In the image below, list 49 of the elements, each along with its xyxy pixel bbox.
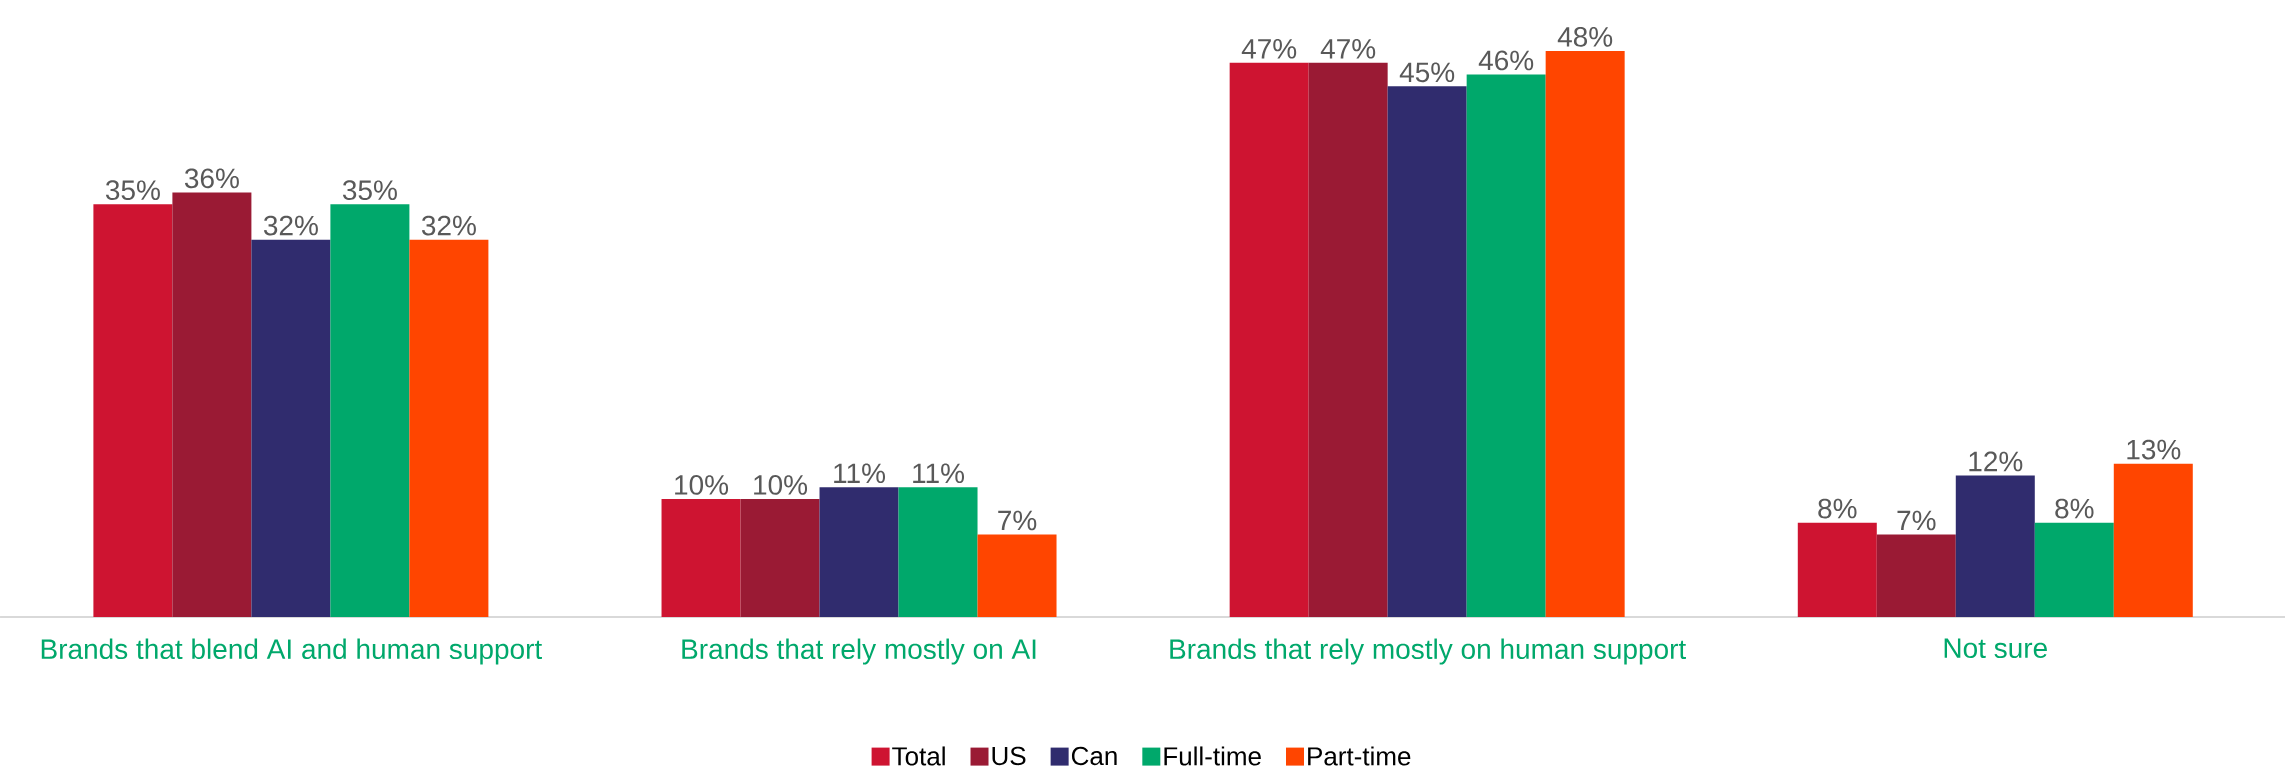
legend-label: Total <box>892 746 945 766</box>
data-label: 46% <box>1478 50 1534 71</box>
data-label: 8% <box>2055 498 2094 519</box>
data-label: 47% <box>1320 38 1376 59</box>
bar <box>409 239 489 617</box>
data-label: 7% <box>998 510 1037 531</box>
bar <box>2113 463 2193 617</box>
bar <box>1466 74 1546 617</box>
legend-label: Full-time <box>1164 746 1261 766</box>
bar <box>251 239 331 617</box>
legend-label: Can <box>1071 746 1117 766</box>
data-label: 32% <box>421 215 476 236</box>
legend-label: Part-time <box>1308 746 1411 766</box>
data-label: 32% <box>263 215 318 236</box>
legend-label: US <box>992 746 1026 766</box>
data-label: 45% <box>1399 62 1455 83</box>
bar <box>1545 50 1625 617</box>
bar <box>1955 475 2035 617</box>
bar <box>1308 62 1388 617</box>
data-label: 10% <box>754 475 808 495</box>
bar <box>93 204 173 617</box>
bar <box>330 204 410 617</box>
bar <box>2034 522 2114 617</box>
data-label: 48% <box>1557 26 1613 47</box>
bar <box>661 499 741 617</box>
x-tick-label: Brands that rely mostly on human support <box>1170 638 1687 665</box>
bar <box>1229 62 1309 617</box>
data-label: 35% <box>105 180 160 201</box>
data-label: 36% <box>184 168 239 189</box>
bar <box>977 534 1057 617</box>
x-tick-label: Not sure <box>1944 638 2047 659</box>
data-label: 13% <box>2127 439 2181 460</box>
data-label: 7% <box>1897 510 1936 531</box>
data-label: 35% <box>342 180 397 201</box>
bar <box>1797 522 1877 617</box>
bar <box>740 499 820 617</box>
data-label: 8% <box>1818 498 1857 519</box>
x-tick-label: Brands that blend AI and human support <box>41 638 543 665</box>
data-label: 10% <box>675 475 729 495</box>
bar <box>1387 86 1467 617</box>
bar <box>172 192 252 617</box>
data-label: 11% <box>834 463 886 484</box>
bar <box>898 487 978 617</box>
data-label: 47% <box>1241 38 1297 59</box>
bar <box>1876 534 1956 617</box>
data-label: 11% <box>913 463 965 484</box>
data-label: 12% <box>1969 451 2023 472</box>
x-tick-label: Brands that rely mostly on AI <box>682 638 1036 665</box>
bar <box>819 487 899 617</box>
